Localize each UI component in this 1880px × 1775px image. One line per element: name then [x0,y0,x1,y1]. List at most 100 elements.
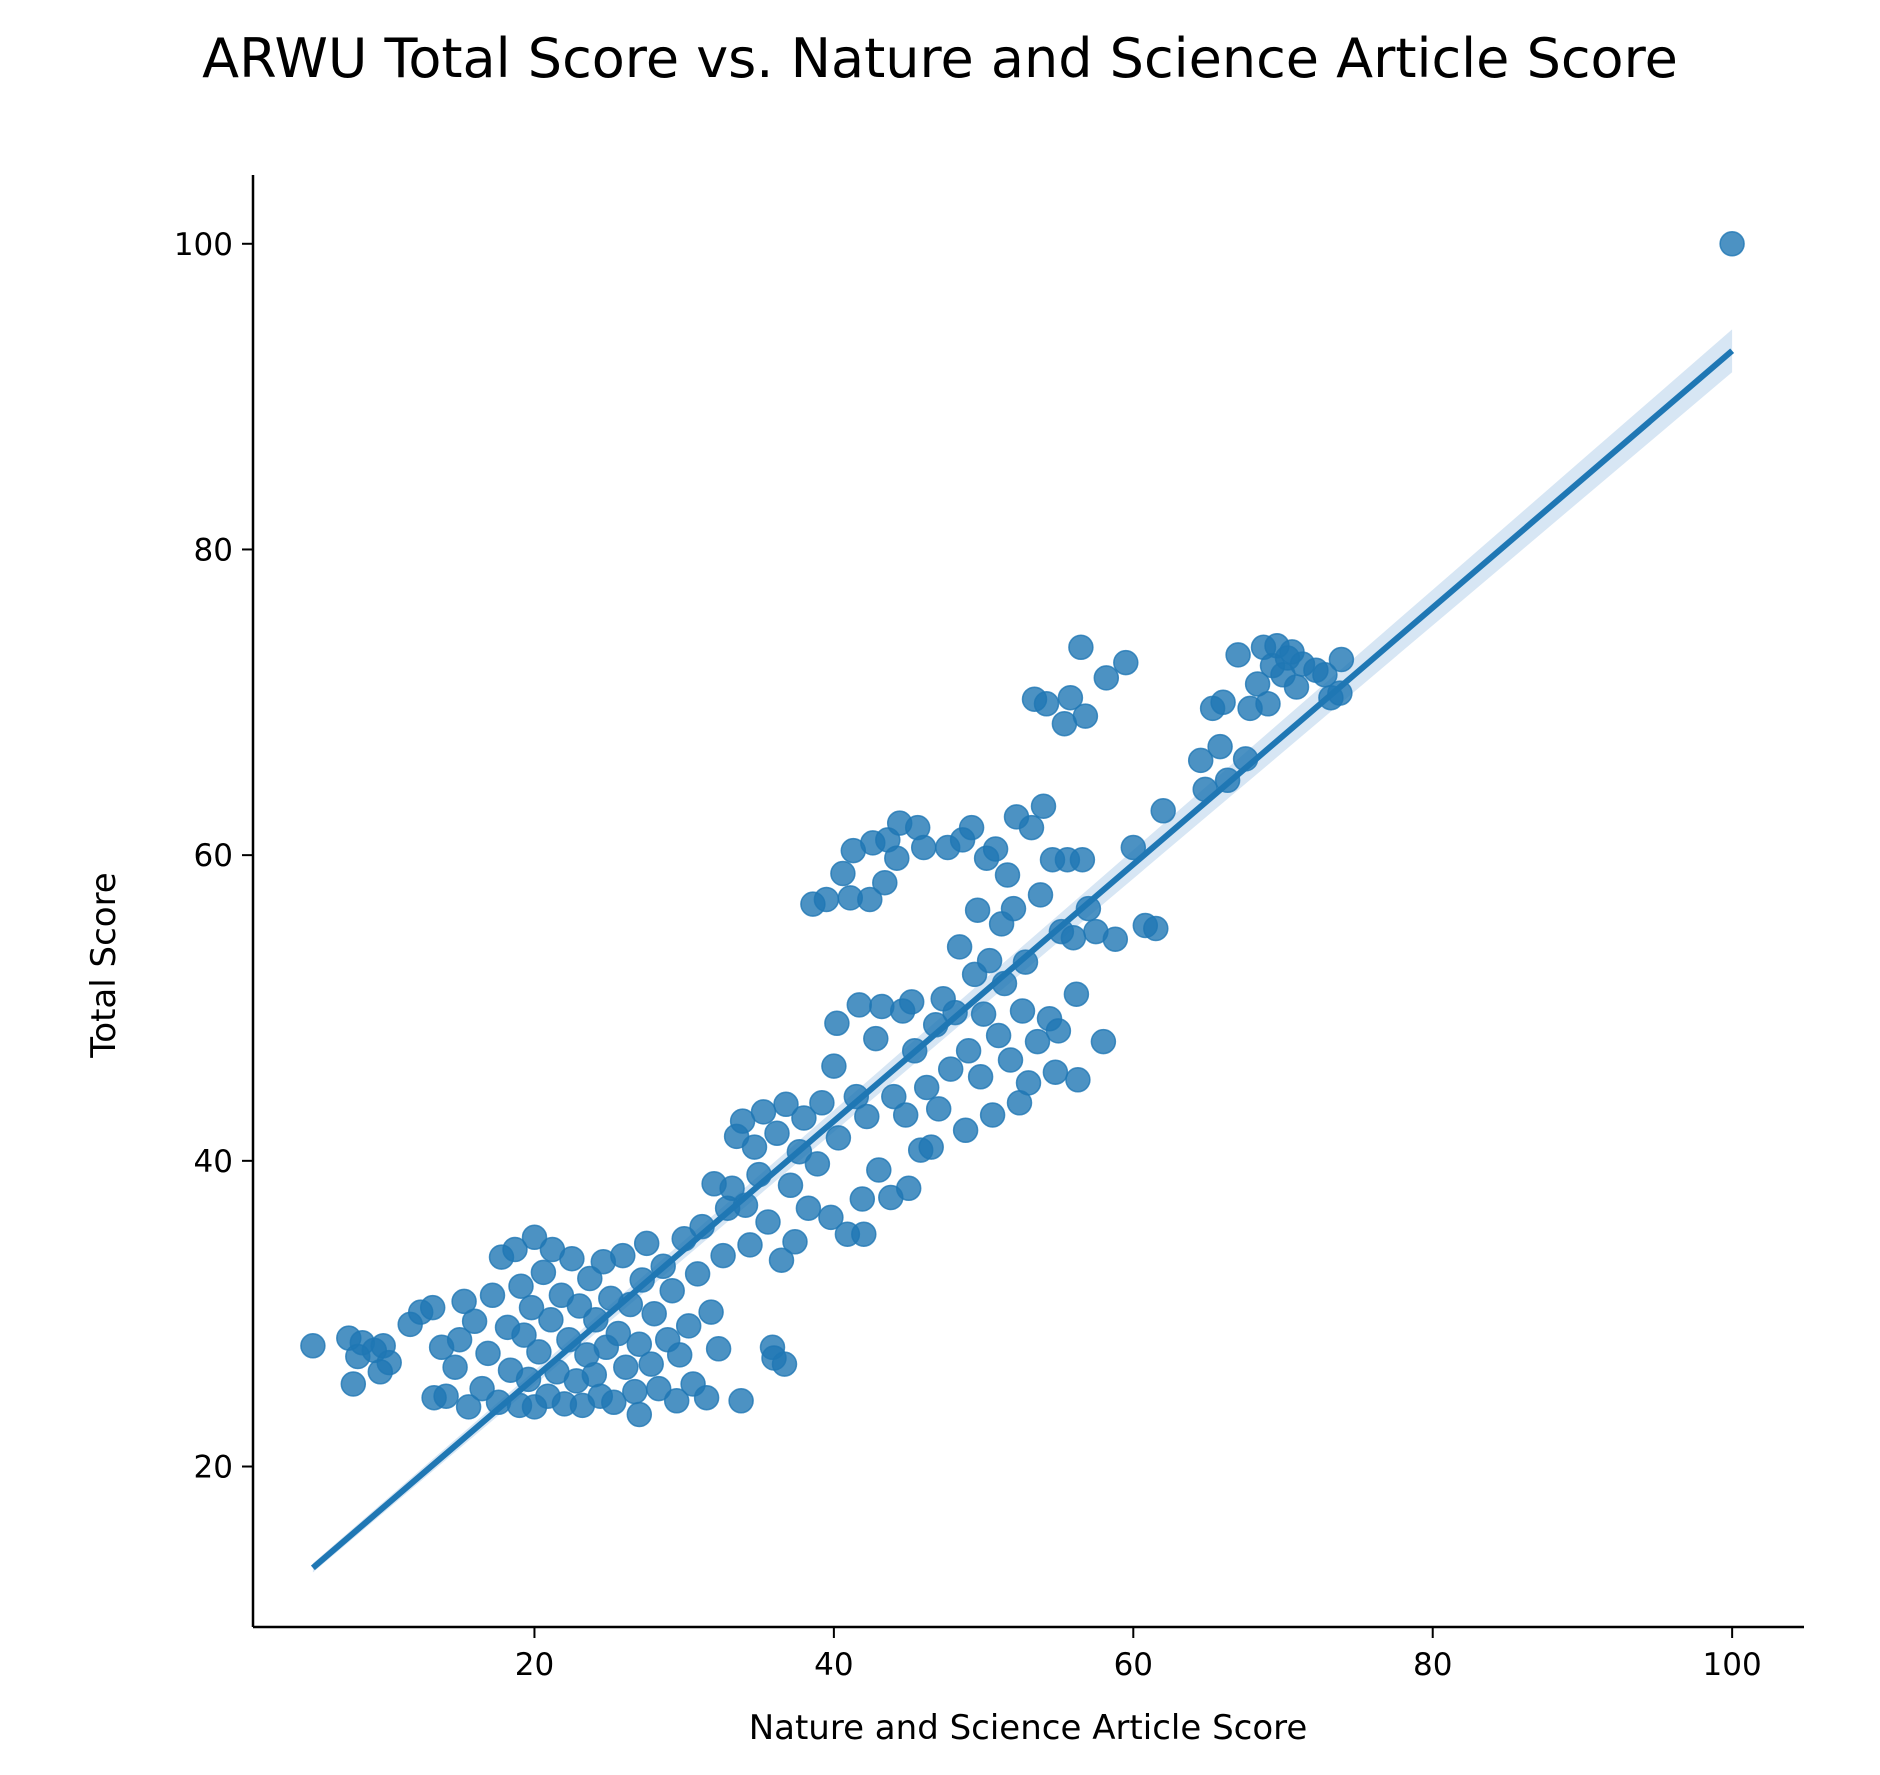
data-point [710,1242,736,1269]
data-point [502,1236,528,1263]
data-point [825,1125,852,1151]
data-point [1065,1067,1091,1093]
data-point [881,1083,907,1110]
data-point [1060,924,1087,951]
data-point [1000,895,1027,922]
data-point [455,1394,482,1420]
y-tick-label: 20 [194,1450,233,1486]
data-point [693,1384,720,1411]
data-point [1027,882,1054,908]
data-point [821,1053,847,1079]
data-point [958,814,985,841]
data-point [300,1333,326,1359]
data-point [469,1375,495,1402]
data-point [1063,981,1090,1007]
data-point [583,1307,609,1333]
data-point [601,1389,627,1416]
data-point [771,1351,798,1377]
data-point [994,862,1021,888]
data-point [559,1245,585,1272]
data-point [1024,1028,1051,1055]
data-point [419,1294,446,1321]
data-point [895,1175,922,1202]
data-point [863,1025,889,1052]
data-point [866,1157,892,1183]
data-point [728,1388,754,1414]
data-point [566,1293,593,1319]
data-point [1283,674,1310,700]
data-point [946,934,973,960]
data-point [1042,1059,1069,1085]
data-point [684,1261,711,1287]
chart-title: ARWU Total Score vs. Nature and Science … [202,27,1678,90]
data-point [1090,1028,1117,1055]
data-point [633,1230,660,1257]
data-point [666,1342,693,1368]
x-tick-label: 60 [1114,1647,1153,1683]
data-point [1207,733,1233,760]
data-point [970,1001,997,1027]
data-point [345,1343,371,1370]
data-point [964,897,991,923]
data-point [518,1294,545,1321]
data-point [1225,642,1251,668]
data-point [340,1371,367,1397]
data-point [851,1221,877,1247]
data-point [1255,691,1281,717]
data-point [737,1232,763,1258]
data-point [1210,689,1236,716]
y-tick-label: 60 [194,838,233,874]
data-point [1187,747,1214,774]
data-point [1143,915,1169,942]
data-point [1075,895,1102,922]
data-point [997,1047,1024,1073]
x-tick-label: 40 [814,1647,853,1683]
data-point [511,1322,537,1348]
y-axis-label: Total Score [84,872,124,1058]
data-point [451,1288,477,1315]
data-point [1113,649,1139,676]
data-point [872,869,898,896]
data-point [610,1242,636,1269]
data-point [777,1172,804,1199]
data-point [849,1186,876,1212]
y-tick-label: 100 [174,227,233,263]
data-point [613,1354,639,1380]
data-point [461,1308,488,1335]
data-point [843,1083,870,1110]
data-point [824,1010,850,1037]
data-point [1015,1070,1042,1096]
data-point [918,1134,944,1160]
data-point [729,1108,756,1134]
data-point [791,1105,817,1131]
data-point [804,1151,831,1177]
data-point [813,886,840,913]
data-point [857,886,883,913]
data-point [1719,231,1745,257]
data-point [1009,998,1036,1024]
data-point [626,1331,653,1357]
data-point [719,1175,745,1202]
data-point [925,1096,952,1122]
data-point [967,1064,994,1090]
x-tick-label: 100 [1703,1647,1762,1683]
data-point [898,989,925,1015]
scatter-points [300,231,1745,1428]
data-point [675,1313,702,1339]
data-point [768,1247,795,1273]
data-point [1030,793,1057,819]
y-tick-label: 80 [194,532,233,568]
data-point [1018,814,1045,841]
data-point [526,1339,552,1365]
data-point [659,1277,685,1304]
data-point [581,1362,608,1388]
data-point [884,845,910,871]
data-point [750,1099,777,1125]
data-point [446,1326,473,1353]
data-point [629,1267,655,1293]
regression-line-group [310,348,1735,1571]
axes [251,175,1804,1629]
data-point [663,1388,690,1414]
data-point [1102,926,1129,952]
